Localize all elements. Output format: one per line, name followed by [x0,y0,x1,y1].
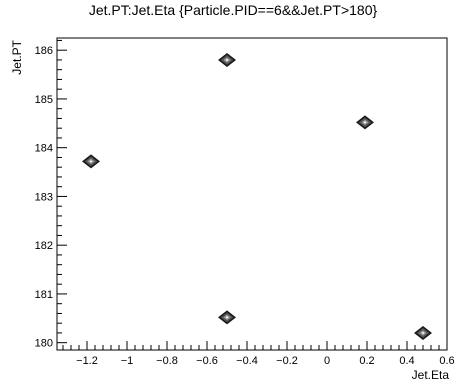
y-tick-label: 185 [35,94,53,106]
scatter-point [356,115,374,130]
x-tick-label: 0.6 [439,355,454,367]
y-tick-label: 182 [35,240,53,252]
x-tick-label: −0.4 [236,355,258,367]
chart-title: Jet.PT:Jet.Eta {Particle.PID==6&&Jet.PT>… [89,2,378,18]
scatter-point [218,310,236,325]
x-tick-label: −0.8 [156,355,178,367]
x-tick-label: −1 [121,355,134,367]
plot-frame [56,37,448,351]
axis-ticks [57,39,448,350]
y-axis-label: Jet.PT [10,39,24,74]
tick-labels: −1.2 −1 −0.8 −0.6 −0.4 −0.2 0 0.2 0.4 0.6 180 181 18… [35,45,455,367]
x-tick-label: −0.2 [276,355,298,367]
y-tick-label: 181 [35,289,53,301]
y-tick-label: 184 [35,143,53,155]
x-tick-label: 0 [324,355,330,367]
scatter-point [414,325,432,340]
y-tick-label: 183 [35,191,53,203]
x-tick-label: −1.2 [76,355,98,367]
x-tick-label: 0.2 [359,355,374,367]
scatter-point [82,154,100,169]
y-tick-label: 180 [35,338,53,350]
y-tick-label: 186 [35,45,53,57]
x-axis-label: Jet.Eta [412,368,450,382]
x-tick-label: −0.6 [196,355,218,367]
scatter-point [218,52,236,67]
x-tick-label: 0.4 [399,355,414,367]
data-points [82,52,432,340]
